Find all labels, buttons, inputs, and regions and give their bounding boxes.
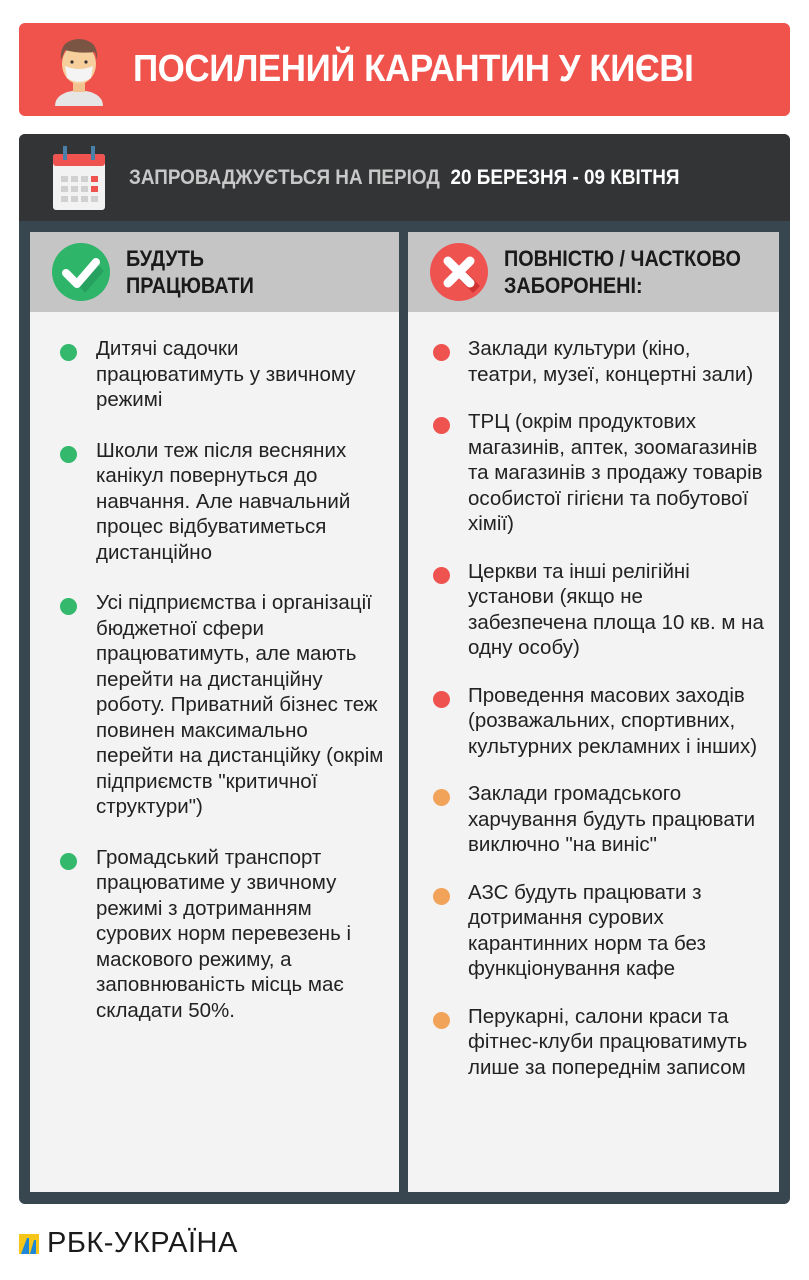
list-item: Дитячі садочки працюватимуть у звичному … — [30, 336, 385, 413]
bullet-dot-icon — [433, 887, 450, 905]
working-list: Дитячі садочки працюватимуть у звичному … — [30, 312, 399, 1023]
list-item: Перукарні, салони краси та фітнес-клуби … — [408, 1004, 765, 1081]
list-item-text: Дитячі садочки працюватимуть у звичному … — [96, 337, 356, 411]
bullet-dot-icon — [433, 566, 450, 584]
bullet-dot-icon — [60, 852, 77, 870]
period-bar: ЗАПРОВАДЖУЄТЬСЯ НА ПЕРІОД 20 БЕРЕЗНЯ - 0… — [19, 134, 790, 221]
logo-text: РБК-УКРАЇНА — [47, 1227, 238, 1259]
bullet-dot-icon — [433, 789, 450, 806]
info-panel: ЗАПРОВАДЖУЄТЬСЯ НА ПЕРІОД 20 БЕРЕЗНЯ - 0… — [19, 134, 790, 1204]
calendar-icon — [53, 145, 105, 210]
list-item: Церкви та інші релігійні установи (якщо … — [408, 559, 765, 661]
bullet-dot-icon — [433, 344, 450, 361]
list-item-text: Громадський транспорт працюватиме у звич… — [96, 845, 352, 1022]
list-item-text: Перукарні, салони краси та фітнес-клуби … — [468, 1004, 748, 1079]
bullet-dot-icon — [60, 445, 77, 463]
list-item-text: Школи теж після весняних канікул поверну… — [96, 438, 351, 564]
period-dates: 20 БЕРЕЗНЯ - 09 КВІТНЯ — [450, 165, 680, 189]
title-banner: ПОСИЛЕНИЙ КАРАНТИН У КИЄВІ — [19, 23, 790, 116]
list-item: Громадський транспорт працюватиме у звич… — [30, 845, 385, 1024]
masked-person-icon — [55, 38, 103, 106]
banned-header: ПОВНІСТЮ / ЧАСТКОВО ЗАБОРОНЕНІ: — [408, 232, 779, 312]
bullet-dot-icon — [433, 690, 450, 708]
list-item-text: Заклади громадського харчування будуть п… — [468, 782, 756, 856]
banned-column: ПОВНІСТЮ / ЧАСТКОВО ЗАБОРОНЕНІ: Заклади … — [408, 232, 779, 1192]
page-title: ПОСИЛЕНИЙ КАРАНТИН У КИЄВІ — [133, 48, 694, 90]
list-item: ТРЦ (окрім продуктових магазинів, аптек,… — [408, 409, 765, 537]
x-circle-icon — [430, 243, 488, 301]
bullet-dot-icon — [433, 417, 450, 434]
working-header: БУДУТЬ ПРАЦЮВАТИ — [30, 232, 399, 312]
bullet-dot-icon — [60, 598, 77, 615]
list-item: Школи теж після весняних канікул поверну… — [30, 438, 385, 566]
list-item-text: Церкви та інші релігійні установи (якщо … — [468, 559, 764, 660]
list-item: Заклади культури (кіно, театри, музеї, к… — [408, 336, 765, 387]
working-column: БУДУТЬ ПРАЦЮВАТИ Дитячі садочки працюват… — [30, 232, 399, 1192]
logo-mark-icon — [19, 1233, 39, 1254]
list-item-text: ТРЦ (окрім продуктових магазинів, аптек,… — [468, 410, 763, 535]
rbc-ukraine-logo: РБК-УКРАЇНА — [19, 1227, 238, 1260]
period-label: ЗАПРОВАДЖУЄТЬСЯ НА ПЕРІОД — [129, 165, 440, 189]
list-item: Проведення масових заходів (розважальних… — [408, 683, 765, 760]
bullet-dot-icon — [433, 1011, 450, 1029]
working-heading: БУДУТЬ ПРАЦЮВАТИ — [126, 246, 254, 298]
banned-list: Заклади культури (кіно, театри, музеї, к… — [408, 312, 779, 1080]
list-item: Усі підприємства і організації бюджетної… — [30, 590, 385, 820]
bullet-dot-icon — [60, 344, 77, 361]
list-item-text: АЗС будуть працювати з дотримання сурови… — [468, 880, 706, 981]
list-item: Заклади громадського харчування будуть п… — [408, 781, 765, 858]
period-text: ЗАПРОВАДЖУЄТЬСЯ НА ПЕРІОД 20 БЕРЕЗНЯ - 0… — [129, 166, 680, 190]
list-item: АЗС будуть працювати з дотримання сурови… — [408, 880, 765, 982]
list-item-text: Усі підприємства і організації бюджетної… — [96, 591, 384, 818]
check-circle-icon — [52, 243, 110, 301]
list-item-text: Проведення масових заходів (розважальних… — [468, 683, 758, 758]
banned-heading: ПОВНІСТЮ / ЧАСТКОВО ЗАБОРОНЕНІ: — [504, 246, 741, 298]
list-item-text: Заклади культури (кіно, театри, музеї, к… — [468, 337, 754, 386]
